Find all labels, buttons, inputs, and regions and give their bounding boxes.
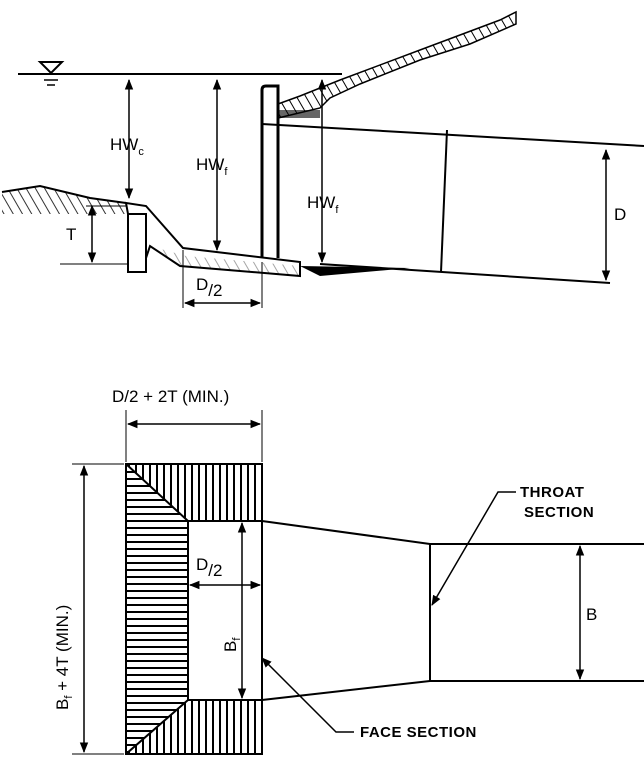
half-d-label: D/2 — [196, 275, 222, 300]
wingwall-left-hatch — [126, 464, 188, 754]
right-embankment — [277, 10, 517, 119]
cutoff-wall — [127, 213, 147, 273]
face-leader — [261, 657, 354, 733]
wingwall-upper-hatch — [126, 464, 262, 522]
barrel-bottom — [319, 263, 611, 284]
headwall — [260, 84, 280, 258]
wingwall-lower-hatch — [126, 700, 262, 754]
face-opening — [187, 520, 263, 701]
throat-label-line2: SECTION — [524, 504, 594, 521]
plan-half-d-label: D/2 — [196, 555, 222, 580]
barrel-plan-top — [261, 520, 431, 545]
b-label: B — [586, 605, 597, 624]
barrel-plan-bottom — [261, 680, 431, 701]
barrel-top — [261, 123, 644, 147]
throat-line — [440, 129, 448, 273]
throat-label-line1: THROAT — [520, 484, 584, 501]
throat-leader — [431, 491, 516, 606]
face-section-label: FACE SECTION — [360, 724, 477, 741]
hwf-right-label: HWf — [307, 193, 339, 216]
bf-label: Bf — [221, 637, 243, 652]
elevation-view: HWc HWf HWf T D D/2 — [1, 10, 644, 308]
left-dim-label: Bf + 4T (MIN.) — [53, 605, 75, 710]
top-ledge — [278, 110, 320, 118]
t-label: T — [66, 225, 76, 244]
top-dim-label: D/2 + 2T (MIN.) — [112, 387, 229, 406]
water-level-symbol — [37, 61, 65, 86]
hwf-left-label: HWf — [196, 155, 228, 178]
barrel-bottom-slab — [300, 266, 410, 276]
plan-view: D/2 + 2T (MIN.) Bf + 4T (MIN.) D/2 — [53, 387, 644, 755]
d-label: D — [614, 205, 626, 224]
hwc-label: HWc — [110, 135, 144, 158]
